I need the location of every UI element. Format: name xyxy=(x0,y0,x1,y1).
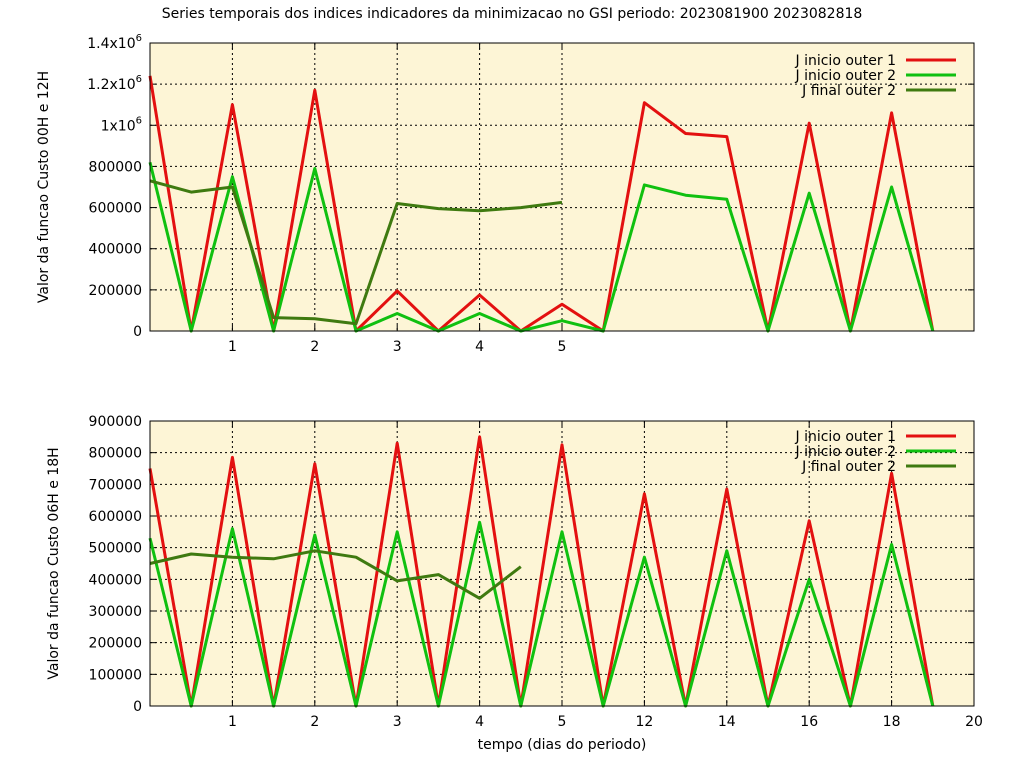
y-tick-label: 1x106 xyxy=(101,115,142,134)
x-tick-label: 4 xyxy=(475,714,484,730)
series-line-1 xyxy=(148,435,935,708)
x-tick-label: 18 xyxy=(883,714,901,730)
x-tick-label: 1 xyxy=(228,339,237,355)
y-tick-label: 0 xyxy=(133,699,142,715)
plot-area xyxy=(150,421,974,706)
y-tick-label: 200000 xyxy=(89,636,142,652)
x-tick-label: 20 xyxy=(965,714,983,730)
legend-label: J inicio outer 2 xyxy=(795,68,897,84)
y-tick-label: 200000 xyxy=(89,283,142,299)
figure-title: Series temporais dos indices indicadores… xyxy=(162,6,863,22)
y-tick-label: 900000 xyxy=(89,414,142,430)
y-tick-label: 700000 xyxy=(89,477,142,493)
y-tick-label: 1.2x106 xyxy=(87,74,142,93)
legend-label: J inicio outer 1 xyxy=(795,429,897,445)
y-axis-label: Valor da funcao Custo 00H e 12H xyxy=(36,71,52,303)
x-tick-label: 2 xyxy=(310,339,319,355)
x-tick-label: 3 xyxy=(393,714,402,730)
y-tick-exponent: 6 xyxy=(136,74,142,85)
y-tick-label: 600000 xyxy=(89,509,142,525)
legend-label: J final outer 2 xyxy=(801,83,896,99)
legend-label: J final outer 2 xyxy=(801,459,896,475)
legend-label: J inicio outer 2 xyxy=(795,444,897,460)
series-line-1 xyxy=(148,75,935,333)
x-tick-label: 14 xyxy=(718,714,736,730)
x-tick-label: 2 xyxy=(310,714,319,730)
x-tick-label: 3 xyxy=(393,339,402,355)
x-tick-label: 12 xyxy=(635,714,653,730)
y-tick-label: 0 xyxy=(133,324,142,340)
y-tick-label: 500000 xyxy=(89,541,142,557)
series-line-3 xyxy=(149,549,522,600)
y-tick-label: 800000 xyxy=(89,446,142,462)
series-line-2 xyxy=(148,520,935,708)
y-tick-exponent: 6 xyxy=(136,115,142,126)
y-tick-label: 400000 xyxy=(89,572,142,588)
chart-top: 0 200000 400000 600000 800000 1x106 1.2x106 1.4… xyxy=(36,33,975,355)
y-tick-exponent: 6 xyxy=(136,33,142,44)
y-tick-label: 600000 xyxy=(89,201,142,217)
x-tick-label: 5 xyxy=(558,339,567,355)
y-tick-label: 800000 xyxy=(89,159,142,175)
x-tick-label: 4 xyxy=(475,339,484,355)
y-tick-label: 300000 xyxy=(89,604,142,620)
y-tick-label: 100000 xyxy=(89,667,142,683)
y-tick-label: 1.4x106 xyxy=(87,33,142,52)
x-tick-label: 1 xyxy=(228,714,237,730)
x-axis-label: tempo (dias do periodo) xyxy=(478,737,647,753)
chart-bottom: 0 100000 200000 300000 400000 500000 600000 700… xyxy=(46,414,983,753)
plot-border xyxy=(149,420,975,707)
y-axis-label: Valor da funcao Custo 06H e 18H xyxy=(46,447,62,679)
series-line-3 xyxy=(149,179,563,326)
plot-border xyxy=(149,42,975,332)
x-tick-label: 5 xyxy=(558,714,567,730)
x-tick-label: 16 xyxy=(800,714,818,730)
y-tick-label: 400000 xyxy=(89,242,142,258)
series-line-2 xyxy=(148,161,935,333)
legend-label: J inicio outer 1 xyxy=(795,53,897,69)
